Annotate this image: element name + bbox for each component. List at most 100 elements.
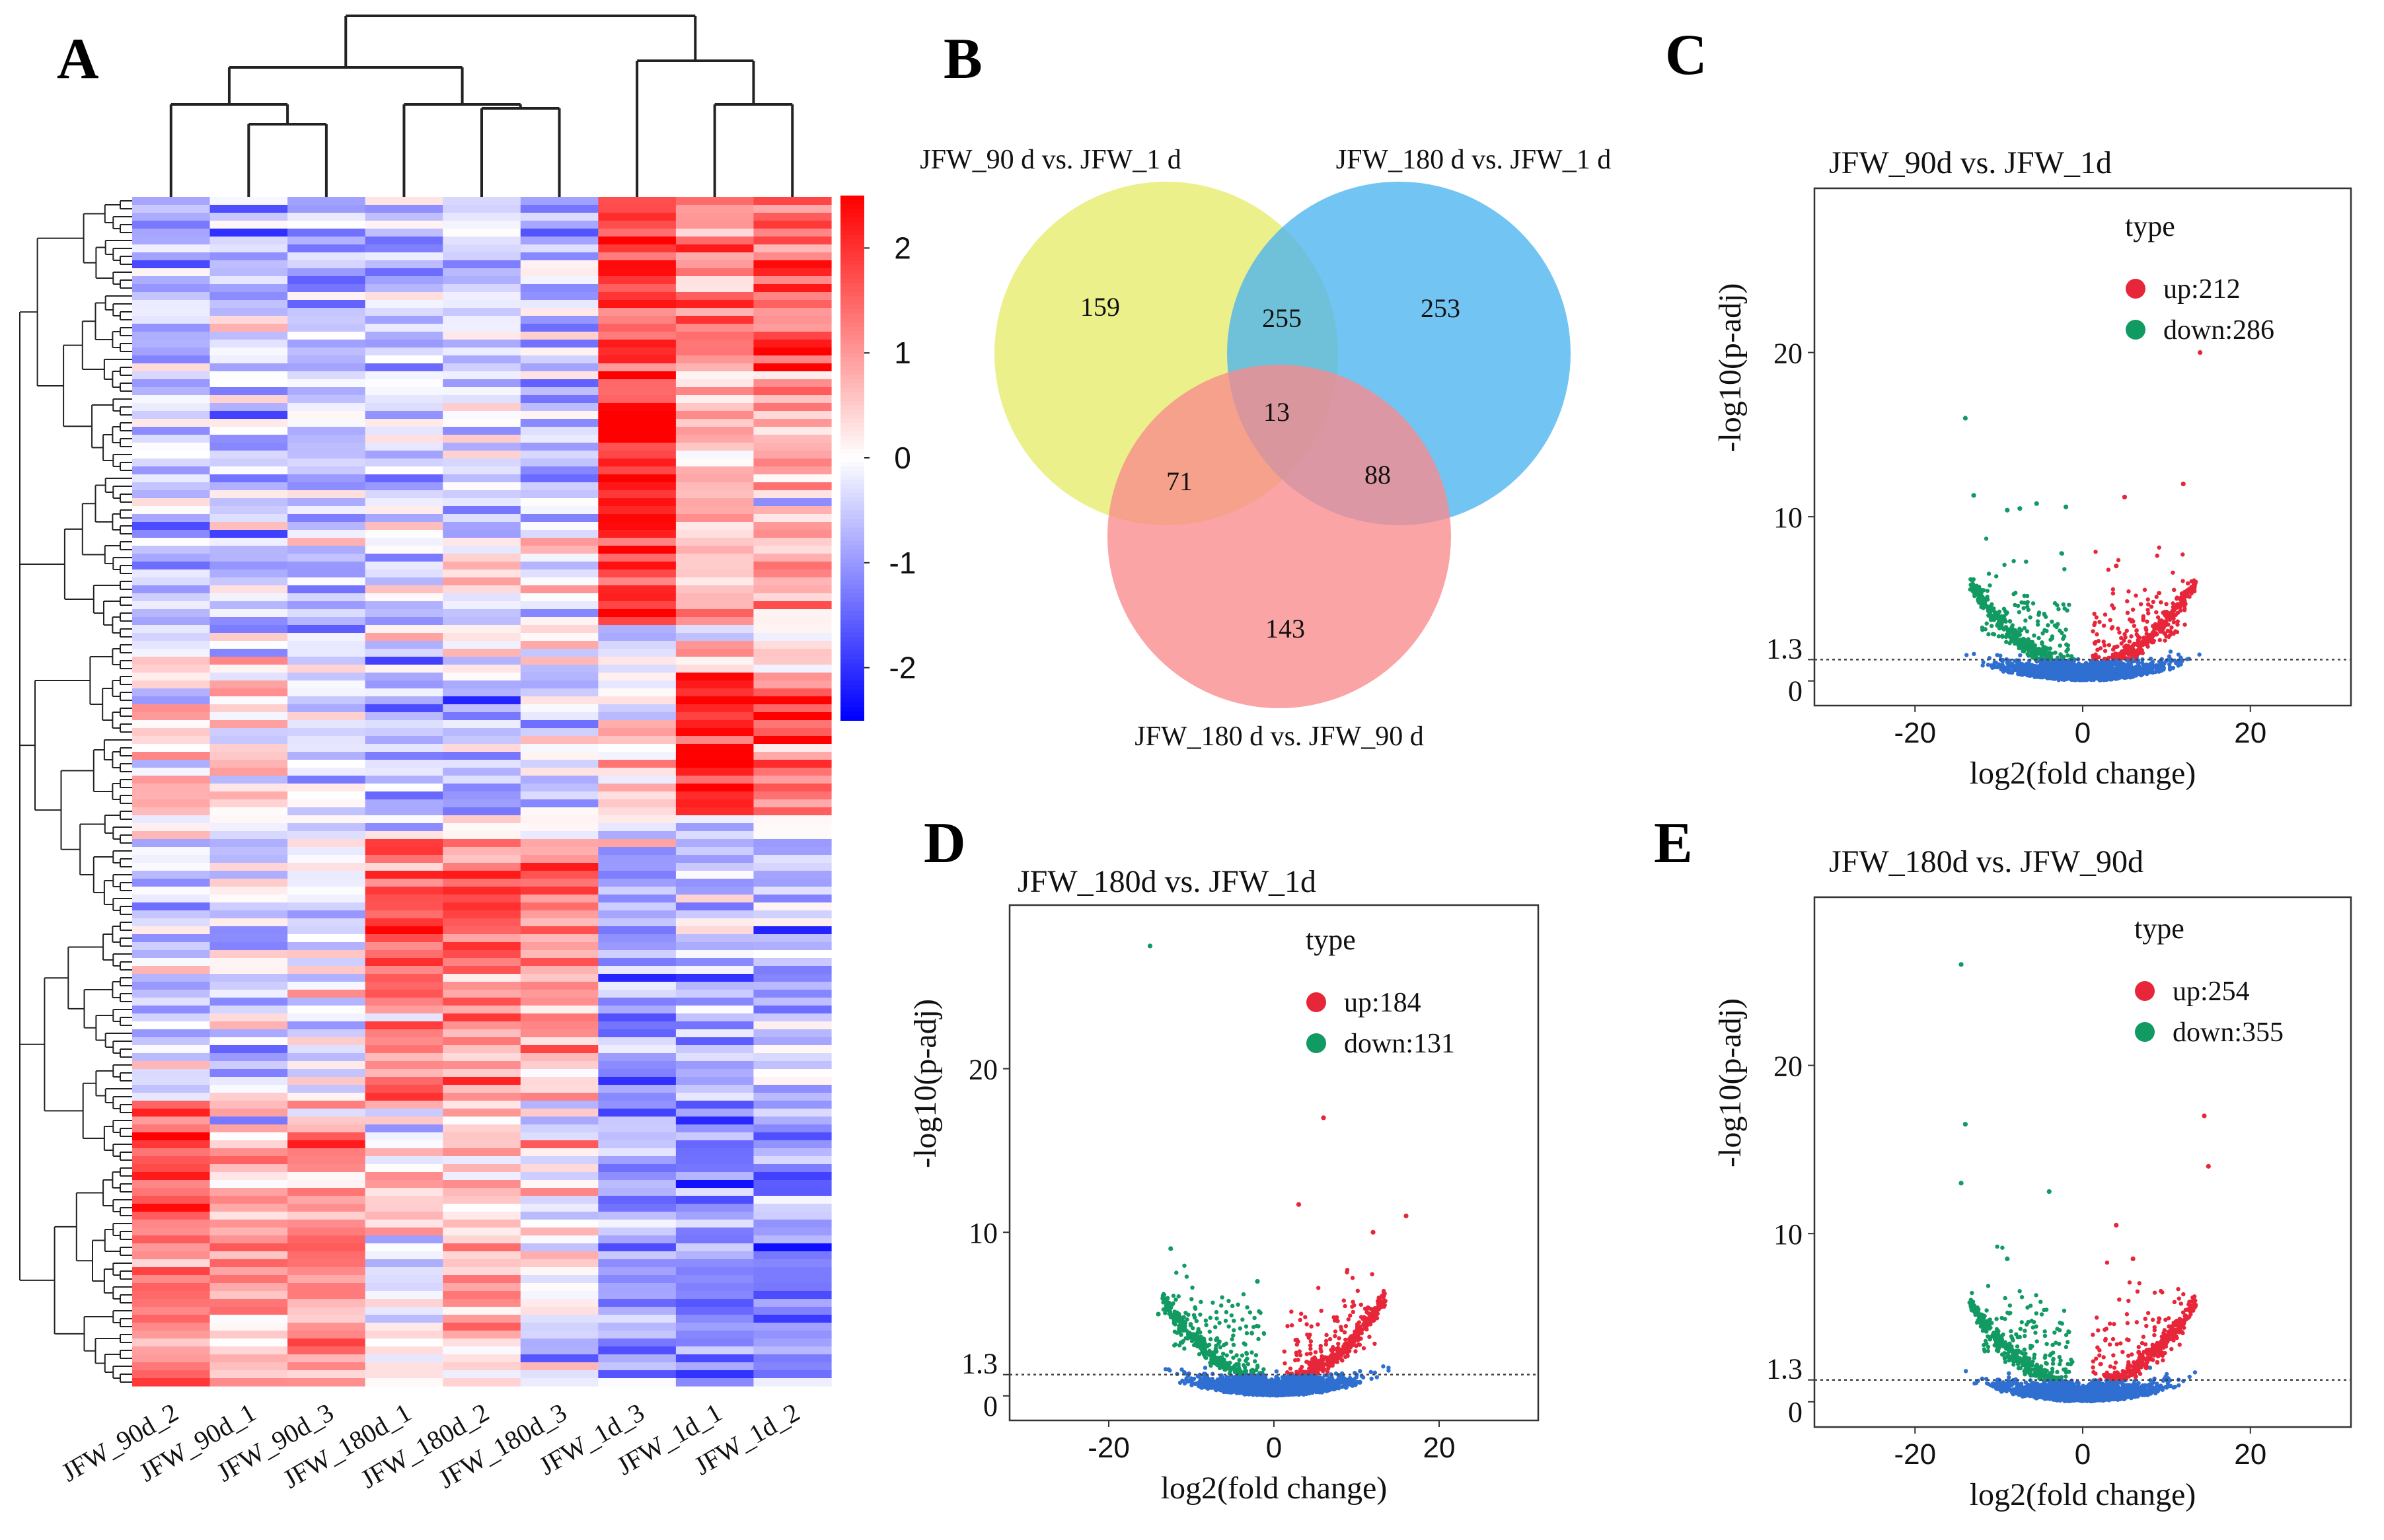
heatmap-cell	[598, 990, 677, 998]
heatmap-cell	[753, 387, 832, 396]
colorbar-swatch	[840, 278, 864, 284]
heatmap-cell	[287, 514, 366, 523]
heatmap-cell	[598, 538, 677, 546]
heatmap-cell	[675, 1378, 755, 1387]
point-ns	[2106, 659, 2111, 665]
colorbar-swatch	[840, 388, 864, 393]
heatmap-cell	[365, 887, 443, 895]
heatmap-cell	[443, 1220, 521, 1228]
heatmap-cell	[753, 435, 832, 443]
heatmap-cell	[365, 736, 443, 745]
colorbar-swatch	[840, 462, 864, 468]
heatmap-cell	[132, 466, 211, 475]
heatmap-cell	[132, 451, 211, 459]
heatmap-cell	[365, 934, 443, 943]
heatmap-cell	[132, 1283, 211, 1292]
heatmap-cell	[598, 680, 677, 689]
colorbar-swatch	[840, 427, 864, 433]
point-ns	[1990, 663, 1994, 668]
heatmap-cell	[675, 649, 755, 657]
heatmap-cell	[209, 403, 288, 412]
heatmap-cell	[365, 633, 443, 642]
heatmap-cell	[443, 1338, 521, 1347]
heatmap-cell	[132, 958, 211, 967]
heatmap-cell	[132, 1093, 211, 1101]
colorbar-swatch	[840, 291, 864, 297]
heatmap-cell	[598, 292, 677, 301]
heatmap-cell	[598, 1243, 677, 1252]
heatmap-cell	[520, 879, 599, 887]
colorbar-swatch	[840, 470, 864, 476]
heatmap-cell	[443, 673, 521, 681]
heatmap-cell	[365, 625, 443, 634]
heatmap-cell	[443, 340, 521, 348]
heatmap-cell	[365, 966, 443, 974]
heatmap-cell	[365, 1172, 443, 1181]
heatmap-cell	[365, 332, 443, 340]
heatmap-cell	[132, 609, 211, 618]
point-ns	[2089, 665, 2094, 670]
heatmap-cell	[520, 466, 599, 475]
point-ns	[2019, 665, 2024, 670]
heatmap-cell	[287, 593, 366, 602]
heatmap-cell	[443, 403, 521, 412]
heatmap-cell	[443, 379, 521, 388]
heatmap-cell	[132, 1069, 211, 1078]
heatmap-cell	[132, 760, 211, 768]
heatmap-cell	[675, 887, 755, 895]
colorbar-swatch	[840, 366, 864, 371]
heatmap-cell	[287, 1085, 366, 1093]
heatmap-cell	[443, 229, 521, 237]
heatmap-cell	[675, 371, 755, 380]
heatmap-cell	[598, 1251, 677, 1260]
colorbar-swatch	[840, 689, 864, 695]
heatmap-cell	[132, 839, 211, 848]
heatmap-cell	[675, 308, 755, 316]
heatmap-cell	[675, 1212, 755, 1220]
heatmap-cell	[132, 387, 211, 396]
heatmap-cell	[209, 720, 288, 729]
colorbar-swatch	[840, 348, 864, 354]
point-ns	[2005, 666, 2011, 671]
point-down	[1996, 634, 2001, 639]
heatmap-cell	[132, 1354, 211, 1363]
heatmap-cell	[132, 284, 211, 293]
point-up	[2191, 579, 2196, 585]
heatmap-cell	[753, 958, 832, 967]
heatmap-cell	[598, 1069, 677, 1078]
heatmap-cell	[132, 435, 211, 443]
heatmap-cell	[443, 990, 521, 998]
heatmap-cell	[520, 1338, 599, 1347]
heatmap-cell	[132, 197, 211, 205]
heatmap-cell	[287, 1291, 366, 1300]
heatmap-cell	[287, 649, 366, 657]
heatmap-cell	[520, 1370, 599, 1379]
heatmap-cell	[209, 1180, 288, 1189]
heatmap-cell	[598, 1006, 677, 1014]
heatmap-cell	[675, 665, 755, 673]
heatmap-cell	[520, 1093, 599, 1101]
heatmap-cell	[598, 1053, 677, 1062]
heatmap-cell	[753, 752, 832, 760]
heatmap-cell	[520, 1101, 599, 1109]
heatmap-cell	[443, 1077, 521, 1085]
colorbar-swatch	[840, 375, 864, 380]
heatmap-cell	[598, 498, 677, 507]
heatmap-cell	[443, 1283, 521, 1292]
heatmap-cell	[598, 617, 677, 626]
heatmap-cell	[287, 419, 366, 427]
heatmap-cell	[753, 728, 832, 737]
heatmap-cell	[520, 1307, 599, 1315]
heatmap-cell	[287, 1307, 366, 1315]
heatmap-cell	[132, 776, 211, 784]
heatmap-cell	[287, 522, 366, 531]
heatmap-cell	[287, 998, 366, 1006]
heatmap-cell	[209, 443, 288, 451]
colorbar-swatch	[840, 562, 864, 568]
heatmap-cell	[209, 324, 288, 332]
heatmap-cell	[753, 244, 832, 253]
heatmap-cell	[443, 252, 521, 261]
heatmap-cell	[753, 1267, 832, 1276]
heatmap-cell	[598, 1109, 677, 1117]
heatmap-cell	[365, 506, 443, 515]
